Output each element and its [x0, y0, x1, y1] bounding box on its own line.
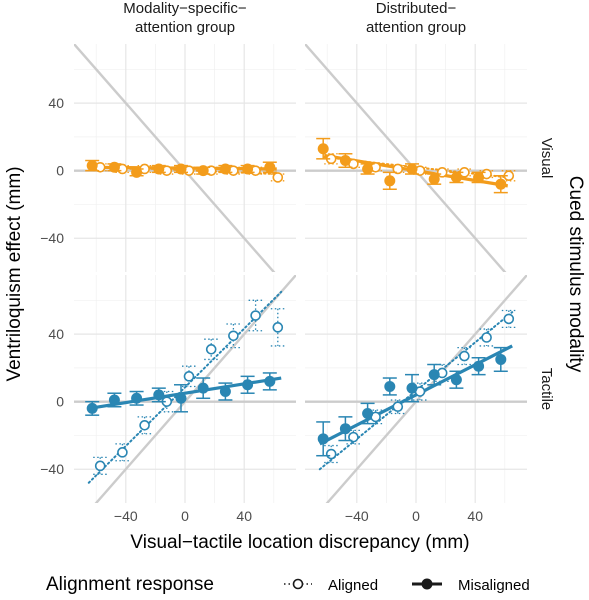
misaligned-point — [450, 171, 462, 183]
aligned-point — [392, 401, 404, 413]
aligned-point — [117, 447, 128, 458]
misaligned-point — [242, 163, 254, 175]
misaligned-point — [108, 161, 120, 173]
misaligned-point — [317, 433, 329, 445]
aligned-point — [183, 371, 195, 382]
misaligned-point — [131, 166, 143, 178]
misaligned-point — [86, 160, 98, 172]
x-axis-title: Visual−tactile location discrepancy (mm) — [130, 532, 469, 553]
row-strip-title: Visual — [538, 138, 555, 179]
misaligned-point — [131, 392, 143, 404]
aligned-point — [94, 460, 106, 472]
x-tick-label: 40 — [467, 508, 483, 524]
x-tick-label: 40 — [236, 508, 252, 524]
y-tick-label: 0 — [56, 394, 64, 410]
row-strip-title: Tactile — [538, 368, 555, 411]
misaligned-point — [175, 392, 187, 404]
x-tick-label: 0 — [181, 508, 189, 524]
x-tick-label: 0 — [412, 508, 420, 524]
legend-misaligned-symbol — [421, 578, 433, 590]
misaligned-point — [317, 143, 329, 155]
panel-visual-modality-specific — [74, 44, 296, 272]
column-strip-title: Distributed− — [376, 0, 457, 17]
legend-label-aligned: Aligned — [328, 577, 378, 594]
aligned-point — [250, 310, 261, 321]
misaligned-point — [108, 394, 120, 406]
aligned-fit-line — [318, 311, 514, 471]
aligned-point — [205, 344, 217, 355]
column-strip-title: attention group — [135, 19, 235, 36]
misaligned-point — [264, 161, 276, 173]
misaligned-point — [473, 171, 485, 183]
misaligned-point — [264, 375, 276, 387]
panel-tactile-modality-specific — [74, 275, 296, 503]
misaligned-point — [175, 163, 187, 175]
aligned-point — [272, 172, 284, 183]
panel-tactile-distributed — [305, 275, 527, 503]
misaligned-point — [362, 407, 374, 419]
y-tick-label: 0 — [56, 163, 64, 179]
misaligned-point — [219, 163, 231, 175]
panel-visual-distributed — [305, 44, 527, 272]
aligned-point — [503, 313, 515, 325]
misaligned-point — [384, 175, 396, 187]
legend: Alignment response Aligned Misaligned — [46, 574, 530, 595]
misaligned-point — [406, 382, 418, 394]
legend-aligned-symbol — [292, 578, 304, 590]
misaligned-point — [197, 382, 209, 394]
y-tick-label: 40 — [48, 95, 64, 111]
misaligned-point — [219, 386, 231, 398]
misaligned-point — [153, 389, 165, 401]
misaligned-point — [384, 380, 396, 392]
aligned-point — [325, 448, 337, 460]
misaligned-point — [473, 360, 485, 372]
y-tick-label: 40 — [48, 326, 64, 342]
y-tick-label: −40 — [40, 461, 64, 477]
misaligned-point — [450, 374, 462, 386]
legend-label-misaligned: Misaligned — [458, 577, 530, 594]
y-axis-title: Ventriloquism effect (mm) — [4, 166, 25, 381]
aligned-point — [436, 167, 448, 178]
misaligned-point — [428, 173, 440, 185]
misaligned-point — [153, 163, 165, 175]
misaligned-point — [339, 423, 351, 435]
misaligned-point — [428, 369, 440, 381]
aligned-point — [348, 431, 359, 443]
x-tick-label: −40 — [114, 508, 138, 524]
aligned-point — [392, 163, 404, 175]
row-strip-axis-title: Cued stimulus modality — [565, 176, 586, 373]
x-tick-label: −40 — [345, 508, 369, 524]
misaligned-point — [339, 155, 351, 167]
misaligned-point — [242, 379, 254, 391]
aligned-point — [459, 350, 470, 362]
misaligned-point — [362, 163, 374, 175]
aligned-point — [272, 322, 284, 333]
aligned-point — [481, 332, 492, 343]
legend-title: Alignment response — [46, 574, 214, 595]
misaligned-point — [197, 165, 209, 177]
misaligned-point — [406, 163, 418, 175]
misaligned-point — [495, 178, 507, 190]
column-strip-title: Modality−specific− — [123, 0, 247, 17]
column-strip-title: attention group — [366, 19, 466, 36]
aligned-point — [139, 420, 150, 431]
aligned-point — [228, 330, 239, 342]
misaligned-point — [86, 402, 98, 414]
misaligned-point — [495, 353, 507, 365]
y-tick-label: −40 — [40, 230, 64, 246]
